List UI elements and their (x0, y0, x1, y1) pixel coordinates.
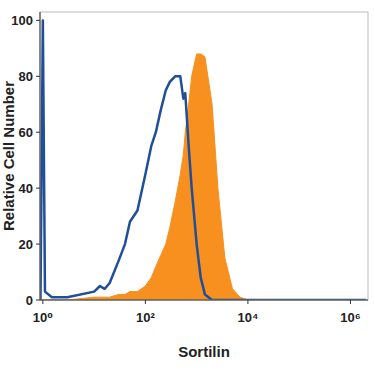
y-tick-label: 100 (11, 13, 33, 28)
y-axis-title: Relative Cell Number (0, 81, 17, 231)
plot-frame (40, 12, 368, 300)
y-tick (36, 76, 40, 77)
y-tick-label: 40 (19, 181, 33, 196)
x-tick (247, 300, 248, 304)
y-tick (36, 20, 40, 21)
plot-data (41, 20, 366, 300)
x-axis (40, 300, 368, 301)
x-tick-label: 10⁰ (33, 310, 53, 325)
y-tick-label: 0 (26, 293, 33, 308)
x-tick-label: 10⁶ (340, 310, 360, 325)
y-tick (36, 244, 40, 245)
y-axis (40, 12, 41, 300)
y-tick (36, 188, 40, 189)
area (41, 54, 366, 300)
y-tick-label: 60 (19, 125, 33, 140)
y-tick-label: 80 (19, 69, 33, 84)
y-tick (36, 300, 40, 301)
x-tick (145, 300, 146, 304)
x-tick-label: 10⁴ (237, 310, 258, 325)
x-tick-label: 10² (136, 310, 155, 325)
y-tick (36, 132, 40, 133)
line (41, 20, 366, 300)
x-tick (350, 300, 351, 304)
x-axis-title: Sortilin (178, 343, 230, 360)
x-tick (42, 300, 43, 304)
chart: 0 20 40 60 80 100 10⁰ 10² 10⁴ 10⁶ Sortilin Relative… (0, 0, 375, 375)
y-tick-label: 20 (19, 237, 33, 252)
